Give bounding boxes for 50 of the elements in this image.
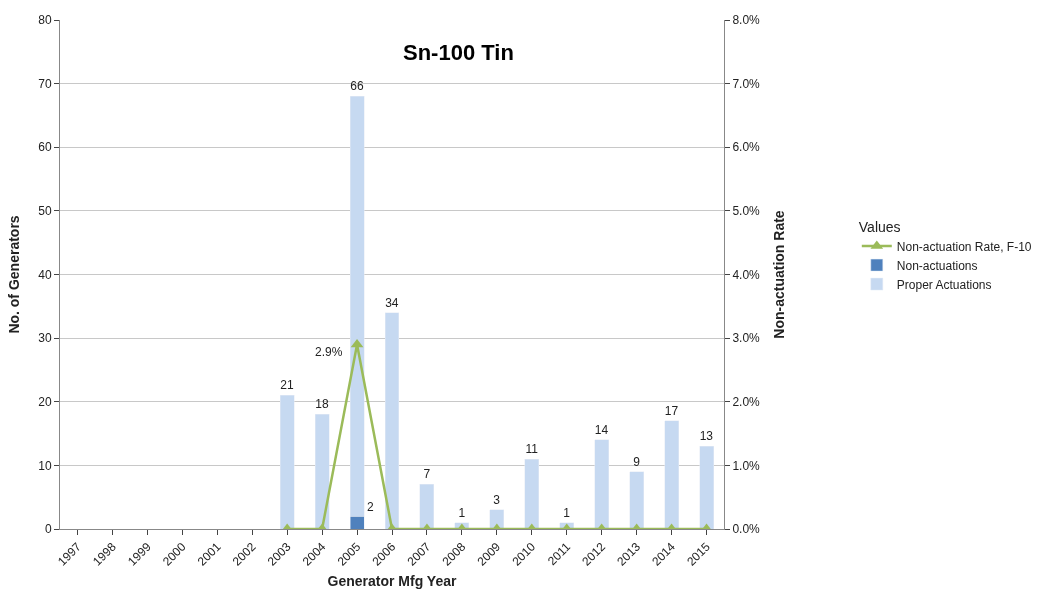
data-label: 1 [563,505,571,520]
bar [384,312,400,529]
data-label: 34 [385,295,399,310]
data-label: 1 [458,505,466,520]
y2-tick-label: 1.0% [732,458,761,473]
data-label: 17 [664,403,679,418]
data-label: 14 [594,422,609,437]
data-label: 7 [423,467,431,482]
data-label: 66 [350,79,364,94]
y-tick-label: 50 [38,204,52,219]
bar [279,395,295,529]
annotation: Sn-100 Tin [403,40,514,65]
y-tick-label: 0 [44,522,52,537]
y2-tick-label: 8.0% [732,13,761,28]
y2-tick-label: 2.0% [732,394,761,409]
y-axis-title: No. of Generators [5,215,22,334]
data-label: 2.9% [315,345,343,359]
y2-tick-label: 0.0% [732,522,761,537]
data-label: 9 [633,454,641,469]
y2-tick-label: 7.0% [732,76,761,91]
y2-tick-label: 5.0% [732,204,761,219]
y-tick-label: 40 [38,267,52,282]
y2-tick-label: 4.0% [732,267,761,282]
data-label: 13 [699,429,714,444]
data-label: 3 [493,492,501,507]
legend-label: Proper Actuations [896,277,992,292]
legend-title: Values [858,218,901,235]
data-label: 21 [280,378,294,393]
data-label: 11 [525,442,539,457]
data-label: 18 [315,397,329,412]
bar [419,484,435,529]
data-label: 2 [367,500,374,514]
legend-label: Non-actuations [896,258,978,273]
y2-tick-label: 6.0% [732,140,761,155]
x-axis-title: Generator Mfg Year [327,572,457,589]
bar [524,458,540,529]
y-tick-label: 80 [38,13,52,28]
y2-tick-label: 3.0% [732,331,761,346]
y-tick-label: 60 [38,140,52,155]
y-tick-label: 70 [38,76,52,91]
y-tick-label: 10 [38,458,52,473]
bar [699,446,714,529]
bar [664,420,679,529]
legend-label: Non-actuation Rate, F-10 [896,239,1032,254]
bar [314,414,330,529]
bar [629,471,644,529]
y2-axis-title: Non-actuation Rate [771,210,788,339]
y-tick-label: 20 [38,394,52,409]
bar [594,439,609,529]
y-tick-label: 30 [38,331,52,346]
